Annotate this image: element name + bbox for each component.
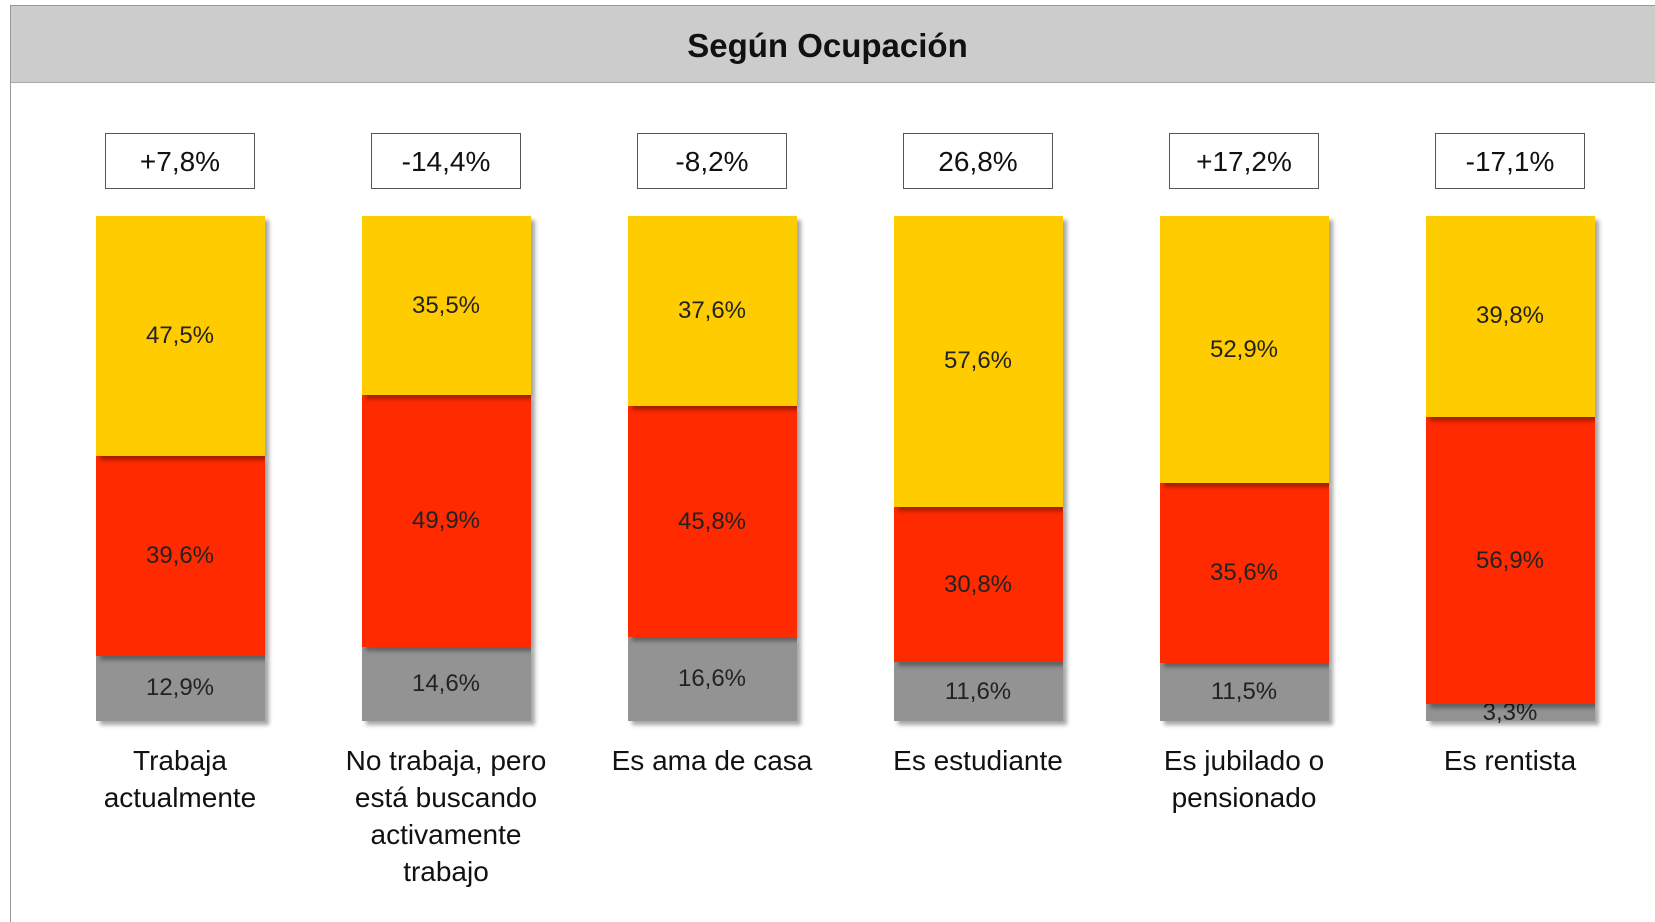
net-change-box: -17,1% <box>1435 133 1585 189</box>
data-label: 39,8% <box>1475 302 1545 330</box>
x-tick-label: Trabaja actualmente <box>103 745 257 813</box>
bar-segment <box>1425 216 1595 417</box>
bar-segment <box>893 506 1063 663</box>
data-label: 37,6% <box>677 296 747 324</box>
data-label: 11,6% <box>944 677 1012 705</box>
bar-segment <box>1425 704 1595 721</box>
data-label: 52,9% <box>1209 335 1279 363</box>
data-label: 49,9% <box>411 507 481 535</box>
bar-segment <box>627 637 797 721</box>
bar-segment <box>95 655 265 721</box>
frame-line <box>10 82 11 922</box>
x-tick-label: Es estudiante <box>893 745 1063 776</box>
data-label: 45,8% <box>677 507 747 535</box>
data-label: 30,8% <box>943 570 1013 598</box>
bar-segment <box>627 405 797 638</box>
bar-segment <box>893 662 1063 721</box>
data-label: 12,9% <box>145 674 215 702</box>
bar-segment <box>361 395 531 648</box>
data-label: 35,5% <box>411 291 481 319</box>
bar-segment <box>1159 216 1329 484</box>
x-tick-label: Es rentista <box>1443 745 1577 776</box>
net-change-box: +7,8% <box>105 133 255 189</box>
bar-segment <box>893 216 1063 507</box>
data-label: 14,6% <box>411 670 481 698</box>
bar-segment <box>627 216 797 406</box>
x-tick-label: Es ama de casa <box>611 745 813 776</box>
bar-segment <box>1159 662 1329 721</box>
x-tick-label: Es jubilado o pensionado <box>1163 745 1325 813</box>
bar-segment <box>1425 416 1595 705</box>
data-label: 47,5% <box>145 321 215 349</box>
data-label: 11,5% <box>1210 677 1278 705</box>
data-label: 39,6% <box>145 541 215 569</box>
data-label: 16,6% <box>677 665 747 693</box>
chart-title: Según Ocupación <box>687 27 968 64</box>
header-bar <box>10 5 1655 83</box>
net-change-box: -8,2% <box>637 133 787 189</box>
bar-segment <box>361 216 531 396</box>
net-change-box: +17,2% <box>1169 133 1319 189</box>
data-label: 35,6% <box>1209 559 1279 587</box>
net-change-box: 26,8% <box>903 133 1053 189</box>
net-change-box: -14,4% <box>371 133 521 189</box>
data-label: 56,9% <box>1475 546 1545 574</box>
bar-segment <box>361 647 531 721</box>
bar-segment <box>95 216 265 456</box>
x-tick-label: No trabaja, pero está buscando activamen… <box>345 745 547 887</box>
bar-segment <box>95 455 265 656</box>
bar-segment <box>1159 483 1329 663</box>
data-label: 57,6% <box>943 347 1013 375</box>
